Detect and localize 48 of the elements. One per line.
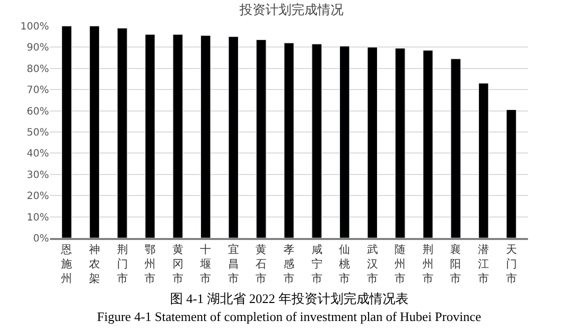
y-tick-label: 80% bbox=[26, 64, 49, 75]
x-tick-label: 荆门市 bbox=[116, 243, 128, 285]
y-tick-label: 60% bbox=[26, 106, 49, 118]
x-tick-label: 荆州市 bbox=[422, 243, 434, 285]
x-tick-label: 咸宁市 bbox=[311, 243, 322, 285]
bar bbox=[200, 35, 211, 238]
bar bbox=[284, 42, 294, 238]
y-tick-label: 20% bbox=[26, 191, 49, 202]
x-tick-label: 潜江市 bbox=[478, 243, 490, 285]
bar bbox=[506, 109, 516, 238]
x-tick-label: 随州市 bbox=[394, 243, 406, 285]
x-tick-label: 武汉市 bbox=[366, 243, 378, 285]
bar bbox=[450, 58, 461, 238]
bar bbox=[117, 28, 128, 238]
y-tick-label: 50% bbox=[26, 128, 49, 138]
bar bbox=[228, 36, 239, 238]
x-tick-label: 恩施州 bbox=[60, 243, 72, 285]
y-tick-label: 10% bbox=[26, 212, 49, 224]
x-tick-label: 天门市 bbox=[506, 243, 517, 285]
y-tick-label: 40% bbox=[26, 148, 49, 160]
y-tick-label: 30% bbox=[26, 170, 49, 181]
x-tick-label: 鄂州市 bbox=[144, 243, 156, 285]
bar bbox=[367, 46, 378, 238]
bar bbox=[478, 82, 489, 238]
bar bbox=[256, 40, 266, 238]
bar bbox=[89, 26, 100, 238]
x-tick-label: 黄石市 bbox=[256, 243, 267, 285]
y-tick-label: 90% bbox=[26, 42, 49, 54]
x-tick-label: 宜昌市 bbox=[228, 243, 239, 285]
chart-title: 投资计划完成情况 bbox=[238, 2, 344, 18]
x-tick-label: 神农架 bbox=[88, 243, 100, 285]
x-tick-label: 黄冈市 bbox=[172, 243, 184, 285]
bar bbox=[339, 46, 350, 238]
y-tick-label: 70% bbox=[26, 85, 49, 96]
x-tick-label: 孝感市 bbox=[284, 243, 294, 285]
x-tick-label: 仙桃市 bbox=[339, 243, 350, 285]
bar bbox=[312, 44, 322, 238]
bar bbox=[422, 50, 434, 238]
caption: Figure 4-1 Statement of completion of investment plan of Hubei Province bbox=[97, 309, 482, 324]
x-tick-label: 襄阳市 bbox=[450, 243, 462, 285]
y-tick-label: 100% bbox=[20, 22, 49, 32]
bar bbox=[62, 26, 72, 238]
y-tick-label: 0% bbox=[33, 234, 49, 244]
x-tick-label: 十堰市 bbox=[199, 243, 212, 285]
bar bbox=[172, 34, 183, 238]
bar bbox=[144, 34, 156, 238]
bar bbox=[395, 48, 406, 238]
caption: 图 4-1 湖北省 2022 年投资计划完成情况表 bbox=[170, 291, 408, 306]
